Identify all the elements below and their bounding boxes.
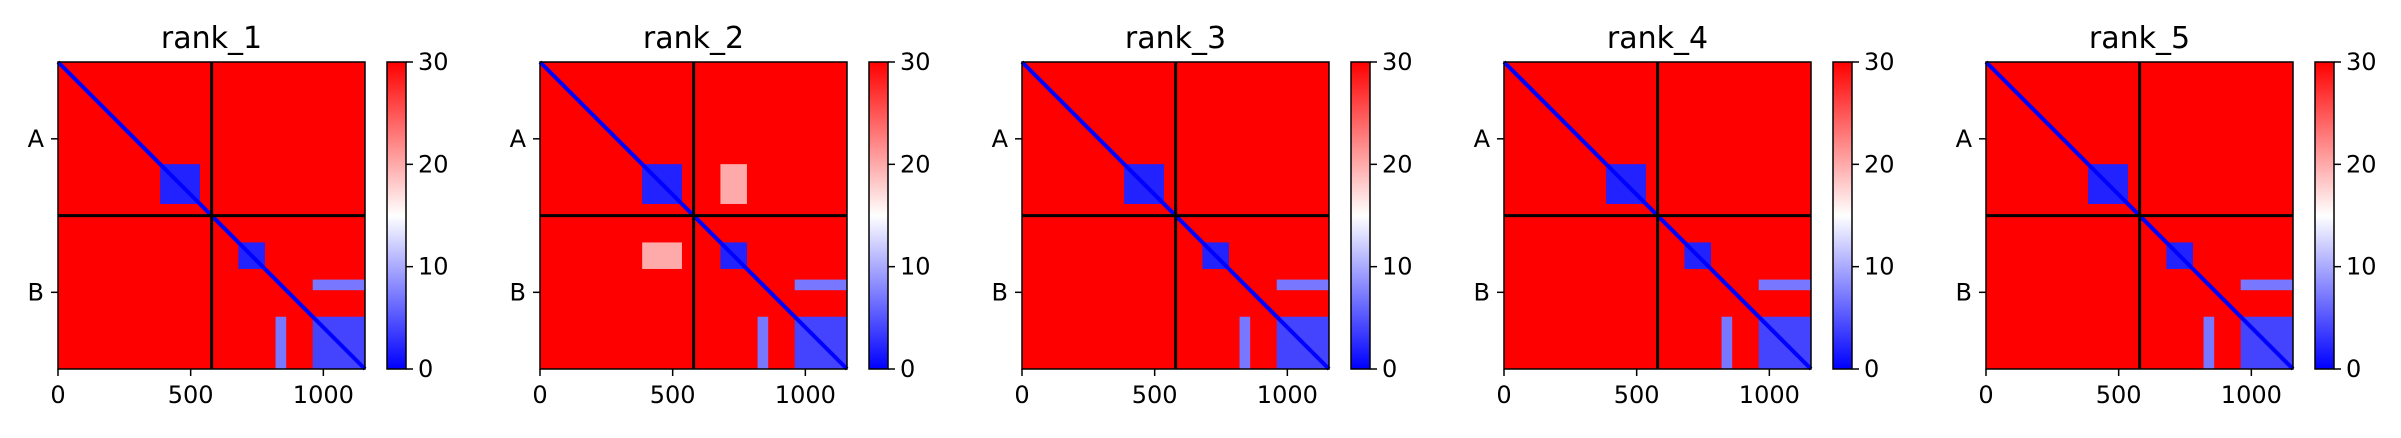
y-tick-label: A xyxy=(1956,125,1973,153)
heatmap-block xyxy=(275,316,287,369)
x-tick-label: 0 xyxy=(1496,381,1511,409)
axes-frame xyxy=(1985,61,2294,370)
colorbar-tick-label: 30 xyxy=(2346,48,2377,76)
colorbar xyxy=(2314,61,2335,370)
heatmap-block xyxy=(1758,279,1811,291)
axes-frame xyxy=(57,61,366,370)
x-tick-label: 0 xyxy=(1978,381,1993,409)
colorbar-tick-label: 20 xyxy=(1864,150,1895,178)
x-tick-label: 1000 xyxy=(293,381,354,409)
y-tick-label: B xyxy=(510,278,526,306)
heatmap-block xyxy=(757,316,769,369)
y-tick-label: A xyxy=(992,125,1009,153)
colorbar-tick-label: 0 xyxy=(1864,355,1879,383)
colorbar-tick-label: 30 xyxy=(900,48,931,76)
panel-title: rank_5 xyxy=(2089,21,2190,56)
x-tick-label: 500 xyxy=(650,381,696,409)
heatmap-panel-3: rank_3 0 500 1000 A B 0 10 20 30 xyxy=(992,21,1413,409)
x-tick-label: 1000 xyxy=(1257,381,1318,409)
x-tick-label: 0 xyxy=(50,381,65,409)
heatmap-panel-2: rank_2 0 500 1000 A B 0 10 20 30 xyxy=(510,21,931,409)
heatmap-block xyxy=(794,279,847,291)
y-tick-label: B xyxy=(28,278,44,306)
axes-frame xyxy=(1503,61,1812,370)
colorbar xyxy=(1350,61,1371,370)
y-tick-label: A xyxy=(510,125,527,153)
heatmap-block xyxy=(720,164,747,204)
colorbar-tick-label: 10 xyxy=(900,253,931,281)
y-tick-label: B xyxy=(992,278,1008,306)
colorbar-tick-label: 30 xyxy=(1382,48,1413,76)
heatmap-block xyxy=(2203,316,2215,369)
y-tick-label: A xyxy=(1474,125,1491,153)
colorbar xyxy=(1832,61,1853,370)
x-tick-label: 500 xyxy=(2096,381,2142,409)
colorbar-tick-label: 30 xyxy=(1864,48,1895,76)
colorbar xyxy=(868,61,889,370)
colorbar-tick-label: 10 xyxy=(418,253,449,281)
heatmap-panel-4: rank_4 0 500 1000 A B 0 10 20 30 xyxy=(1474,21,1895,409)
heatmap-block xyxy=(2240,279,2293,291)
colorbar-tick-label: 0 xyxy=(418,355,433,383)
x-tick-label: 1000 xyxy=(1739,381,1800,409)
axes-frame xyxy=(539,61,848,370)
colorbar-tick-label: 10 xyxy=(1382,253,1413,281)
colorbar xyxy=(386,61,407,370)
x-tick-label: 0 xyxy=(532,381,547,409)
x-tick-label: 0 xyxy=(1014,381,1029,409)
colorbar-tick-label: 10 xyxy=(1864,253,1895,281)
colorbar-tick-label: 20 xyxy=(900,150,931,178)
colorbar-tick-label: 20 xyxy=(2346,150,2377,178)
x-tick-label: 1000 xyxy=(2221,381,2282,409)
y-tick-label: B xyxy=(1956,278,1972,306)
heatmap-block xyxy=(312,279,365,291)
colorbar-tick-label: 20 xyxy=(418,150,449,178)
colorbar-tick-label: 20 xyxy=(1382,150,1413,178)
heatmap-panel-5: rank_5 0 500 1000 A B 0 10 20 30 xyxy=(1956,21,2377,409)
colorbar-tick-label: 10 xyxy=(2346,253,2377,281)
panel-title: rank_3 xyxy=(1125,21,1226,56)
x-tick-label: 500 xyxy=(168,381,214,409)
colorbar-tick-label: 30 xyxy=(418,48,449,76)
axes-frame xyxy=(1021,61,1330,370)
heatmap-block xyxy=(1276,279,1329,291)
y-tick-label: A xyxy=(28,125,45,153)
heatmap-block xyxy=(1239,316,1251,369)
panel-title: rank_1 xyxy=(161,21,262,56)
heatmap-block xyxy=(1721,316,1733,369)
y-tick-label: B xyxy=(1474,278,1490,306)
x-tick-label: 500 xyxy=(1614,381,1660,409)
colorbar-tick-label: 0 xyxy=(900,355,915,383)
heatmap-panel-1: rank_1 0 500 1000 A B 0 10 20 30 xyxy=(28,21,449,409)
panel-title: rank_4 xyxy=(1607,21,1708,56)
colorbar-tick-label: 0 xyxy=(1382,355,1397,383)
x-tick-label: 1000 xyxy=(775,381,836,409)
x-tick-label: 500 xyxy=(1132,381,1178,409)
heatmap-block xyxy=(642,242,682,269)
colorbar-tick-label: 0 xyxy=(2346,355,2361,383)
panel-title: rank_2 xyxy=(643,21,744,56)
